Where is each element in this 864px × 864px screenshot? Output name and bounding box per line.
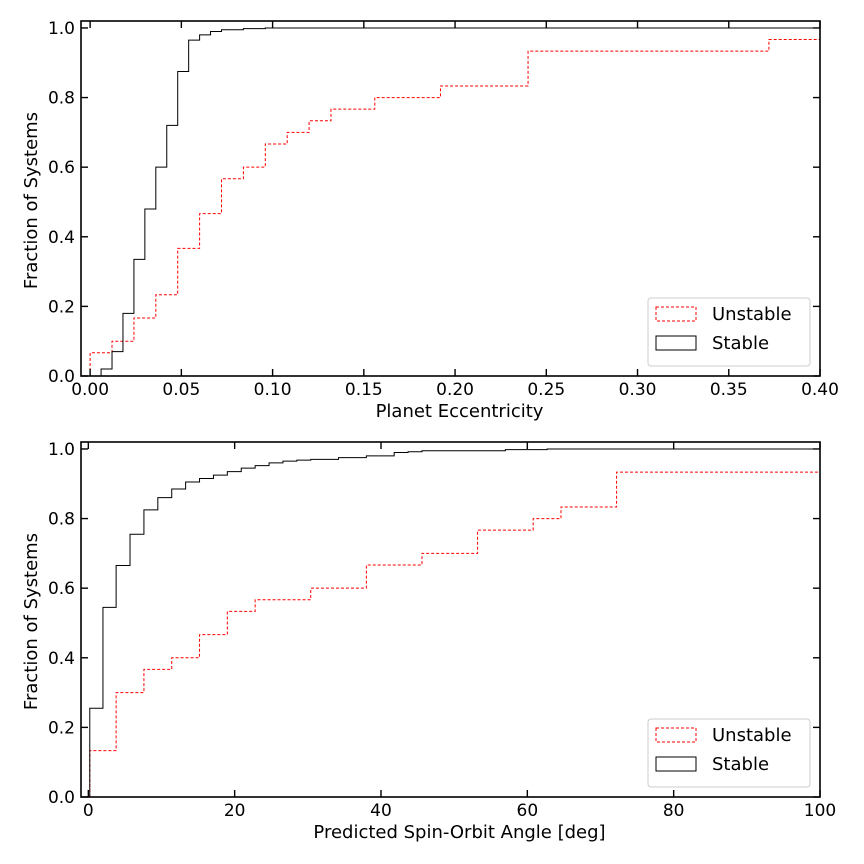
legend-label-stable: Stable [712, 754, 769, 775]
y-tick-label: 1.0 [48, 440, 75, 460]
x-tick-label: 100 [804, 801, 836, 821]
legend-swatch-unstable [655, 727, 697, 743]
x-tick-label: 0.10 [254, 380, 292, 400]
x-tick-label: 60 [517, 801, 539, 821]
x-tick-label: 0.15 [345, 380, 383, 400]
x-tick-label: 0.40 [801, 380, 839, 400]
legend-swatch-stable [655, 756, 697, 772]
plot-frame [80, 441, 821, 798]
x-tick-label: 0.05 [162, 380, 200, 400]
x-tick-label: 40 [370, 801, 392, 821]
x-tick-label: 0.30 [619, 380, 657, 400]
x-tick-label: 20 [224, 801, 246, 821]
y-tick-label: 1.0 [48, 19, 75, 39]
series-stable-line [100, 27, 820, 376]
y-tick-label: 0.4 [48, 228, 75, 248]
x-tick-label: 0.35 [710, 380, 748, 400]
y-tick-label: 0.2 [48, 718, 75, 738]
x-tick-label: 0.20 [436, 380, 474, 400]
y-tick-label: 0.0 [48, 788, 75, 808]
legend-label-unstable: Unstable [712, 725, 792, 746]
y-tick-label: 0.6 [48, 579, 75, 599]
spin-orbit-chart: 0 20 40 60 80 100 0.0 0.2 0.4 0.6 0.8 1.0 Predicted … [21, 440, 836, 843]
x-tick-label: 0.00 [71, 380, 109, 400]
y-tick-label: 0.2 [48, 297, 75, 317]
y-tick-label: 0.4 [48, 649, 75, 669]
y-axis-label: Fraction of Systems [21, 112, 42, 289]
eccentricity-chart: 0.00 0.05 0.10 0.15 0.20 0.25 0.30 0.35 0.40 0.0 0… [21, 19, 839, 422]
y-tick-label: 0.8 [48, 89, 75, 109]
x-tick-label: 80 [663, 801, 685, 821]
legend-box [647, 297, 811, 367]
legend-box [647, 718, 811, 788]
series-unstable-line [89, 39, 820, 376]
legend: Unstable Stable [647, 718, 811, 788]
legend-swatch-unstable [655, 306, 697, 322]
legend-label-unstable: Unstable [712, 304, 792, 325]
series-stable-line [88, 448, 820, 797]
x-tick-label: 0.25 [527, 380, 565, 400]
y-tick-label: 0.0 [48, 367, 75, 387]
x-axis-label: Predicted Spin-Orbit Angle [deg] [313, 822, 605, 843]
x-tick-label: 0 [83, 801, 94, 821]
y-axis-label: Fraction of Systems [21, 533, 42, 710]
plot-frame [80, 20, 821, 377]
y-tick-label: 0.6 [48, 158, 75, 178]
series-unstable-line [89, 471, 820, 797]
legend-swatch-stable [655, 335, 697, 351]
x-axis-label: Planet Eccentricity [376, 401, 544, 422]
legend: Unstable Stable [647, 297, 811, 367]
legend-label-stable: Stable [712, 333, 769, 354]
y-tick-label: 0.8 [48, 510, 75, 530]
